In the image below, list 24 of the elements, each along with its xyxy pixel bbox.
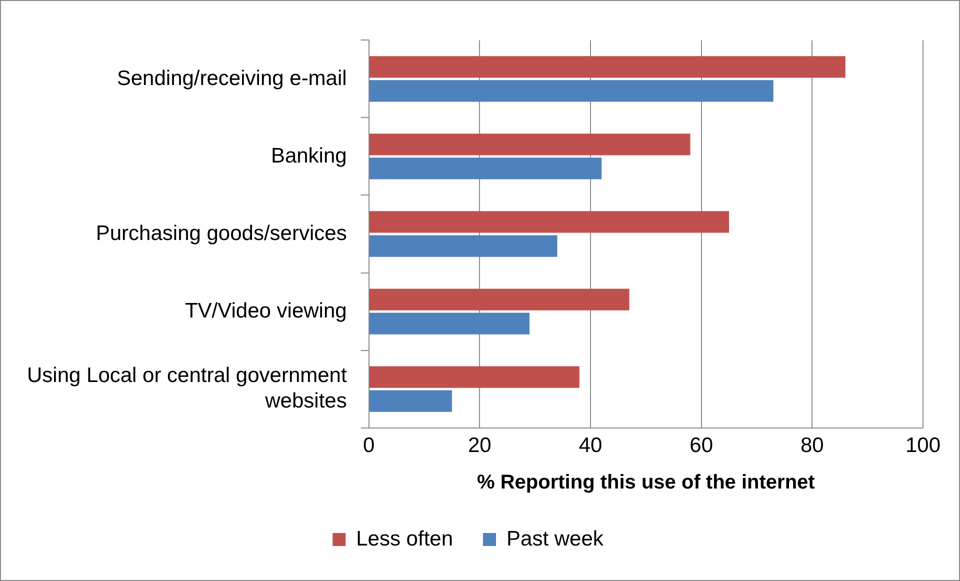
x-tick-label: 0 [362, 434, 375, 458]
bar [369, 134, 690, 156]
y-tick-label: Using Local or central government websites [26, 364, 347, 412]
x-tick-label: 20 [468, 434, 492, 458]
y-tick-label: Purchasing goods/services [96, 222, 347, 245]
bar [369, 158, 602, 180]
bar [369, 80, 774, 102]
bar [369, 235, 558, 257]
legend-label: Less often [356, 527, 454, 550]
bar [369, 366, 580, 388]
y-tick-label: Sending/receiving e-mail [116, 66, 347, 90]
x-tick-label: 100 [905, 434, 941, 458]
legend-label: Past week [506, 527, 604, 550]
y-tick-label: TV/Video viewing [184, 299, 347, 322]
bar [369, 288, 630, 310]
x-tick-label: 40 [578, 434, 602, 458]
x-tick-label: 80 [800, 434, 824, 458]
bar [369, 56, 846, 78]
bar [369, 312, 530, 334]
bar [369, 211, 730, 233]
y-tick-label: Banking [270, 144, 347, 168]
x-tick-label: 60 [690, 434, 714, 458]
x-axis-title: % Reporting this use of the internet [477, 472, 816, 494]
bar [369, 390, 452, 412]
